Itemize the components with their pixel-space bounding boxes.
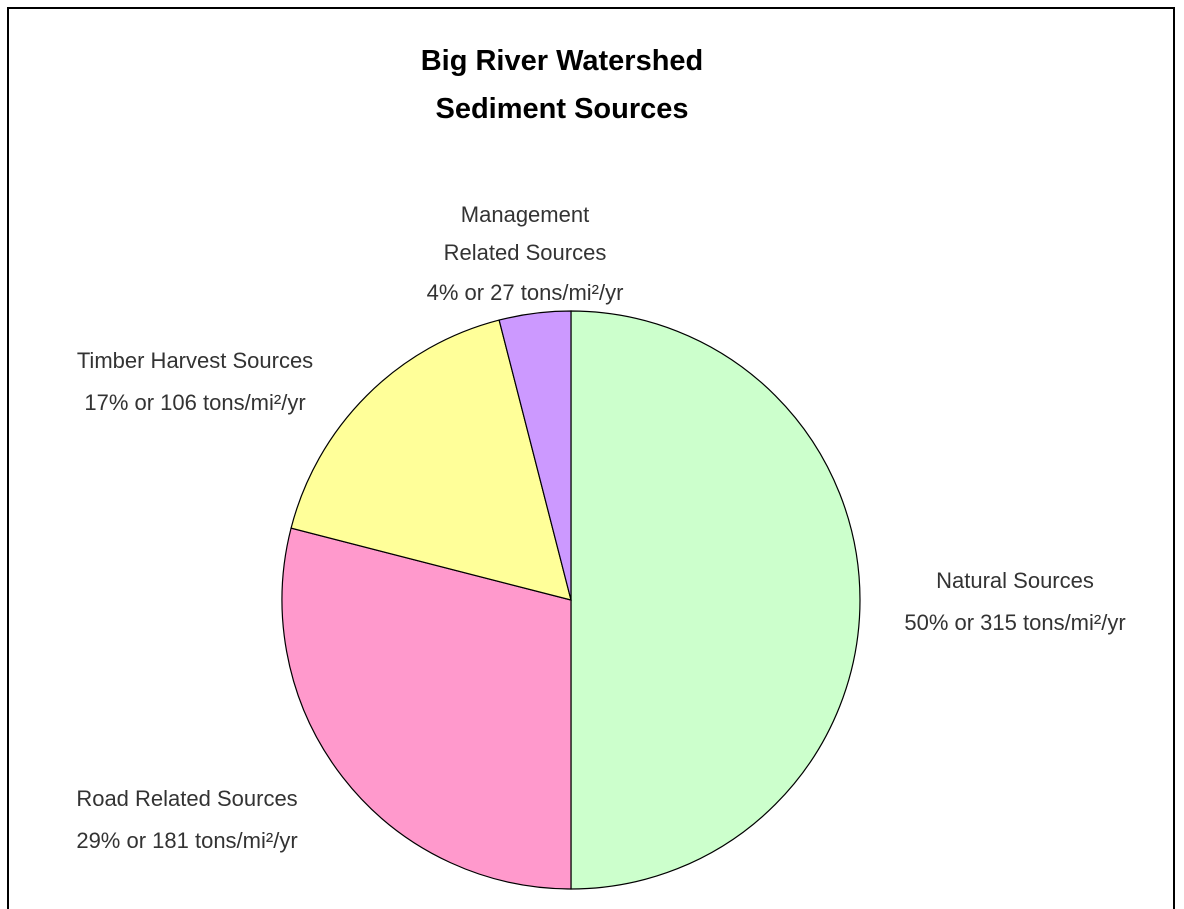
pie-slice <box>498 310 572 601</box>
category-label: Natural Sources <box>936 568 1094 593</box>
slice-label: Road Related Sources 29% or 181 tons/mi²/… <box>76 778 297 862</box>
pie-slice <box>570 310 861 890</box>
category-label: Road Related Sources <box>76 786 298 811</box>
chart-title: Sediment Sources <box>435 93 689 125</box>
chart-title: Big River Watershed <box>420 45 704 77</box>
category-label: Management Related Sources <box>443 202 607 265</box>
pie-slice <box>281 527 572 890</box>
frame <box>7 7 1175 909</box>
value-label: 29% or 181 tons/mi²/yr <box>76 828 298 853</box>
slice-label: Timber Harvest Sources 17% or 106 tons/mi… <box>77 340 313 424</box>
slice-label: Natural Sources 50% or 315 tons/mi²/yr <box>904 560 1125 644</box>
value-label: 17% or 106 tons/mi²/yr <box>84 390 306 415</box>
pie-slice <box>290 319 572 601</box>
slice-label: Management Related Sources 4% or 27 tons/… <box>427 196 624 314</box>
value-label: 50% or 315 tons/mi²/yr <box>904 610 1126 635</box>
category-label: Timber Harvest Sources <box>76 348 314 373</box>
value-label: 4% or 27 tons/mi²/yr <box>426 280 624 305</box>
